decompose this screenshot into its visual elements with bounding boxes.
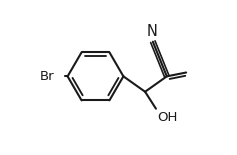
Text: OH: OH xyxy=(158,111,178,124)
Text: Br: Br xyxy=(40,70,55,83)
Text: N: N xyxy=(147,24,158,39)
